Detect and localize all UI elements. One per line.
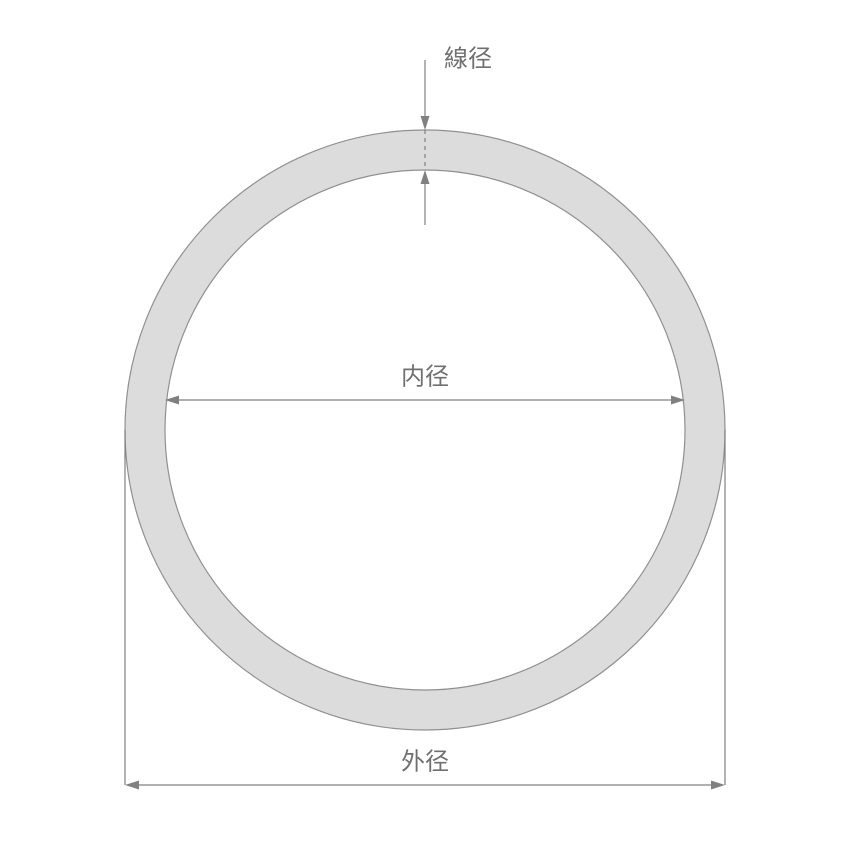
ring-diagram: 線径内径外径 <box>0 0 850 850</box>
inner-diameter-label: 内径 <box>401 363 449 390</box>
outer-diameter-label: 外径 <box>401 748 449 775</box>
wire-diameter-label: 線径 <box>444 45 492 72</box>
